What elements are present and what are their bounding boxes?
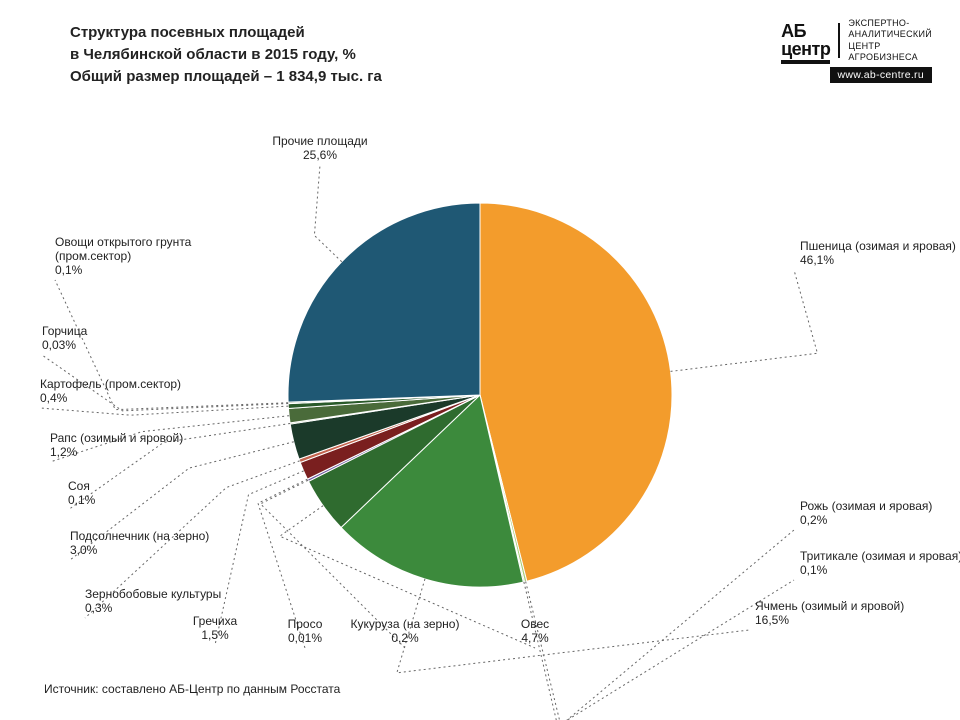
- slice-label: Соя0,1%: [68, 479, 96, 507]
- slice-label: Прочие площади25,6%: [272, 134, 367, 162]
- leader-line: [314, 165, 341, 262]
- slice-label: Зернобобовые культуры0,3%: [85, 587, 221, 615]
- slice-label: Просо0,01%: [288, 617, 323, 645]
- slice-label: Кукуруза (на зерно)0,2%: [351, 617, 460, 645]
- leader-line: [671, 270, 818, 371]
- pie-chart: Пшеница (озимая и яровая)46,1% Рожь (озим…: [0, 0, 960, 720]
- leader-line: [524, 580, 794, 720]
- slice-label: Пшеница (озимая и яровая)46,1%: [800, 239, 956, 267]
- source-text: Источник: составлено АБ-Центр по данным …: [44, 682, 340, 696]
- slice-label: Подсолнечник (на зерно)3,0%: [70, 529, 209, 557]
- slice-label: Ячмень (озимый и яровой)16,5%: [755, 599, 904, 627]
- slice-label: Картофель (пром.сектор)0,4%: [40, 377, 181, 405]
- slice-label: Рапс (озимый и яровой)1,2%: [50, 431, 183, 459]
- slice-label: Гречиха1,5%: [193, 614, 238, 642]
- pie-slice: [288, 203, 480, 402]
- slice-label: Овес4,7%: [521, 617, 549, 645]
- slice-label: Горчица0,03%: [42, 324, 88, 352]
- slice-label: Тритикале (озимая и яровая)0,1%: [800, 549, 960, 577]
- slice-label: Рожь (озимая и яровая)0,2%: [800, 499, 932, 527]
- leader-line: [40, 406, 288, 415]
- slice-label: Овощи открытого грунта(пром.сектор)0,1%: [55, 235, 192, 277]
